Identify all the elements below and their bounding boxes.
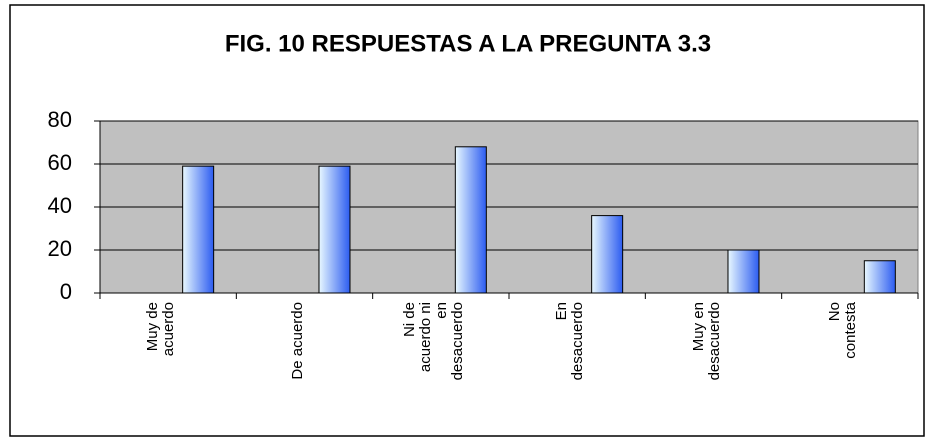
bar (727, 249, 760, 294)
x-tick-label: Ni de acuerdo ni en desacuerdo (401, 302, 467, 381)
x-tick-label: En desacuerdo (553, 302, 587, 381)
x-tick-label: Muy de acuerdo (144, 302, 178, 357)
x-tick-label: No contesta (826, 302, 860, 359)
y-tick-label: 40 (48, 193, 72, 218)
y-tick-label: 20 (48, 236, 72, 261)
chart-title: FIG. 10 RESPUESTAS A LA PREGUNTA 3.3 (225, 30, 711, 57)
x-tick-label: Muy en desacuerdo (689, 302, 723, 381)
y-tick-label: 60 (48, 150, 72, 175)
x-tick-label: De acuerdo (288, 302, 306, 380)
y-tick-label: 80 (48, 107, 72, 132)
bar (591, 215, 624, 294)
bar (863, 260, 896, 294)
y-tick-label: 0 (60, 279, 72, 304)
bar (454, 146, 487, 294)
bar (318, 165, 351, 294)
bar (182, 165, 215, 294)
